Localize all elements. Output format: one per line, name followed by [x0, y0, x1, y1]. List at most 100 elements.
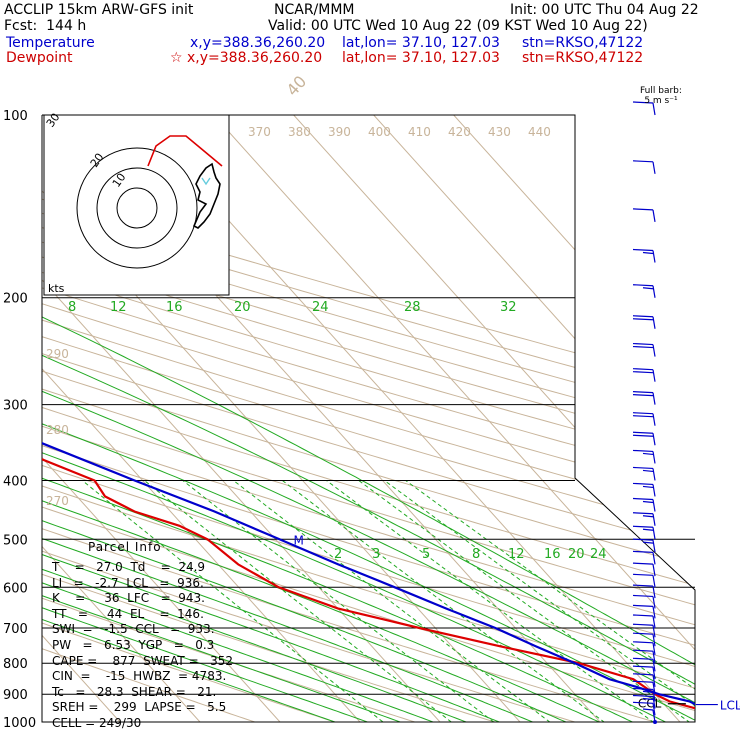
wind-barb	[632, 342, 656, 357]
wind-barb	[632, 550, 656, 565]
hodograph-trace	[192, 162, 221, 229]
barb-shaft	[652, 468, 656, 481]
wind-barb	[632, 701, 656, 716]
barb-flag	[632, 665, 654, 668]
dry-adiabat	[42, 115, 695, 722]
parcel-value: 936.	[169, 575, 204, 590]
parcel-value: 933.	[180, 622, 215, 637]
parcel-key: LCL =	[126, 575, 170, 590]
wind-barb	[632, 538, 656, 553]
pressure-label: 200	[3, 292, 28, 307]
pressure-label: 100	[3, 109, 28, 124]
theta-label: 410	[408, 125, 431, 139]
parcel-key: T =	[52, 560, 85, 574]
dewpoint-label: Dewpoint	[6, 50, 73, 66]
barb-half	[642, 697, 654, 701]
dry-adiabat	[42, 115, 695, 722]
dry-adiabat	[42, 115, 695, 722]
parcel-value: 28.3	[85, 684, 132, 699]
theta-label: 430	[488, 125, 511, 139]
wind-barb	[632, 284, 656, 298]
parcel-value: 877	[97, 653, 144, 668]
barb-shaft	[652, 642, 656, 655]
parcel-row: PW = 6.53 YGP = 0.3	[52, 638, 233, 654]
dry-adiabat	[42, 115, 695, 722]
init-time: Init: 00 UTC Thu 04 Aug 22	[510, 2, 699, 18]
isotherm-line	[361, 115, 695, 722]
parcel-value: 36	[85, 591, 128, 606]
parcel-value: -1.5	[92, 622, 136, 637]
pressure-label: 1000	[3, 716, 36, 731]
barb-flag	[632, 284, 654, 287]
parcel-key: CIN =	[52, 669, 91, 684]
barb-shaft	[652, 250, 656, 263]
forecast-hour: Fcst: 144 h	[4, 18, 87, 34]
dry-adiabat	[42, 115, 695, 722]
parcel-row: SWI = -1.5 CCL = 933.	[52, 622, 233, 638]
mixing-ratio-line	[282, 480, 622, 722]
dry-adiabat	[42, 115, 695, 722]
lcl-label: LCL	[720, 699, 740, 713]
barb-shaft	[652, 682, 656, 695]
dewpoint-latlon: lat,lon= 37.10, 127.03	[342, 50, 500, 66]
barb-shaft	[652, 575, 656, 588]
wind-barb	[632, 594, 656, 609]
barb-shaft	[652, 674, 656, 687]
theta-label: 440	[528, 125, 551, 139]
barb-shaft	[652, 689, 656, 702]
parcel-value: 0.3	[183, 637, 215, 652]
wind-barb	[632, 614, 656, 629]
barb-shaft	[652, 499, 656, 512]
wind-barb	[632, 680, 656, 695]
parcel-value: 4783.	[188, 669, 227, 684]
wind-barb	[632, 632, 656, 647]
pressure-label: 800	[3, 657, 28, 672]
wind-barb	[632, 412, 656, 426]
barb-flag	[632, 641, 654, 644]
barb-shaft	[652, 209, 656, 222]
parcel-row: SREH = 299 LAPSE = 5.5	[52, 700, 233, 716]
m-label: M	[294, 533, 304, 547]
barb-shaft	[652, 625, 656, 638]
parcel-row: CIN = -15 HWBZ = 4783.	[52, 669, 233, 685]
barb-legend-line2: 5 m s⁻¹	[644, 96, 678, 106]
parcel-key: Td =	[130, 560, 171, 574]
dry-adiabat	[42, 115, 695, 722]
wind-barb	[632, 208, 656, 222]
moist-label: 12	[110, 300, 127, 315]
mixing-ratio-label: 20	[568, 547, 585, 562]
parcel-key: LAPSE =	[144, 700, 196, 715]
dry-adiabat	[42, 115, 294, 722]
barb-shaft	[652, 433, 656, 446]
parcel-row: TT = 44 EL = 146.	[52, 607, 233, 623]
barb-flag	[632, 466, 654, 470]
barb-flag	[632, 632, 654, 635]
barb-legend-line1: Full barb:	[640, 86, 682, 96]
barb-flag	[632, 497, 654, 501]
temperature-xy: x,y=388.36,260.20	[190, 35, 326, 51]
barb-flag	[632, 694, 654, 698]
pressure-label: 700	[3, 622, 28, 637]
dry-adiabat	[42, 115, 695, 722]
parcel-info-title: Parcel Info	[88, 540, 162, 554]
wind-barb	[632, 431, 656, 446]
parcel-key: LI =	[52, 575, 84, 590]
dry-adiabat	[42, 115, 375, 722]
wind-barb	[632, 248, 656, 263]
mixing-ratio-line	[384, 480, 695, 722]
barb-flag	[632, 101, 654, 104]
wind-barb	[632, 512, 656, 526]
parcel-value: 943.	[170, 591, 205, 606]
barb-shaft	[652, 606, 656, 619]
barb-flag	[632, 584, 654, 587]
barb-flag	[632, 538, 654, 541]
wind-barb	[632, 649, 656, 664]
parcel-key: SWI =	[52, 622, 93, 637]
temperature-latlon: lat,lon= 37.10, 127.03	[342, 35, 500, 51]
dry-adiabat	[42, 115, 695, 722]
barb-shaft	[652, 102, 656, 116]
barb-shaft	[652, 552, 656, 565]
barb-shaft	[652, 392, 656, 405]
hodograph-marker	[201, 177, 211, 186]
center-title: NCAR/MMM	[274, 2, 355, 18]
